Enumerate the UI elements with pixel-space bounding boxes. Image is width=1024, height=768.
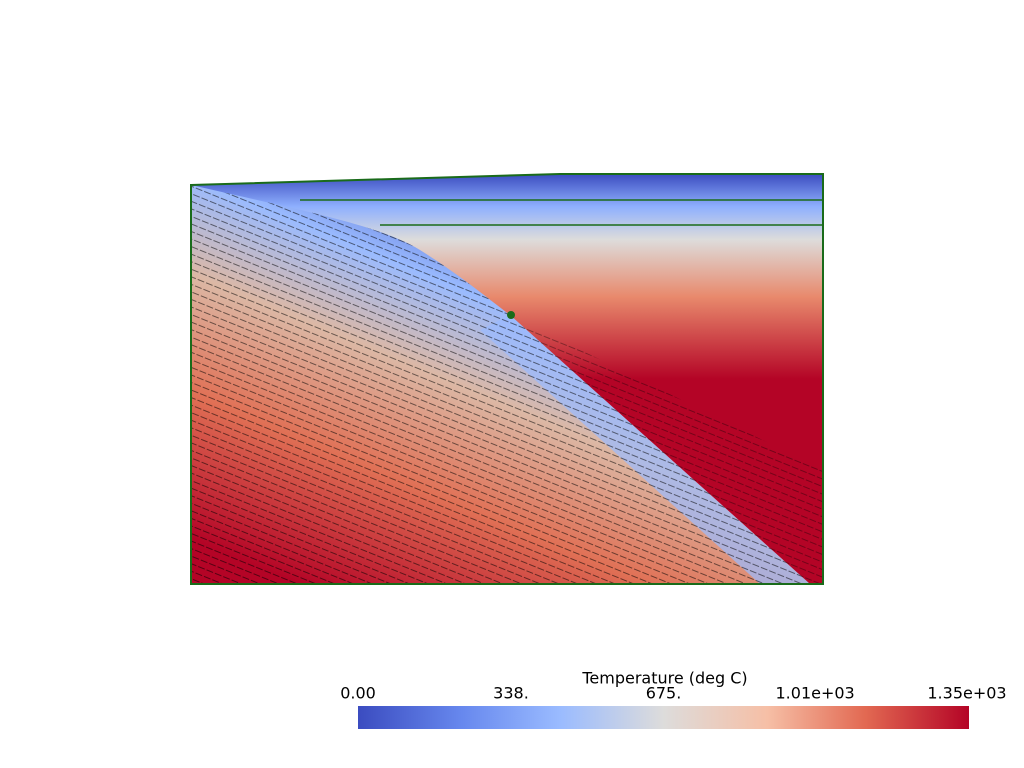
colorbar-tick-label: 338. <box>493 684 529 703</box>
colorbar-title: Temperature (deg C) <box>581 669 747 688</box>
colorbar-tick-label: 0.00 <box>340 684 376 703</box>
domain <box>190 173 824 585</box>
colorbar: Temperature (deg C) 0.00 338. 675. 1.01e+03… <box>340 669 1007 729</box>
colorbar-tick-label: 1.01e+03 <box>776 684 855 703</box>
colorbar-gradient <box>358 706 969 729</box>
colorbar-tick-label: 675. <box>646 684 682 703</box>
colorbar-tick-label: 1.35e+03 <box>927 684 1006 703</box>
